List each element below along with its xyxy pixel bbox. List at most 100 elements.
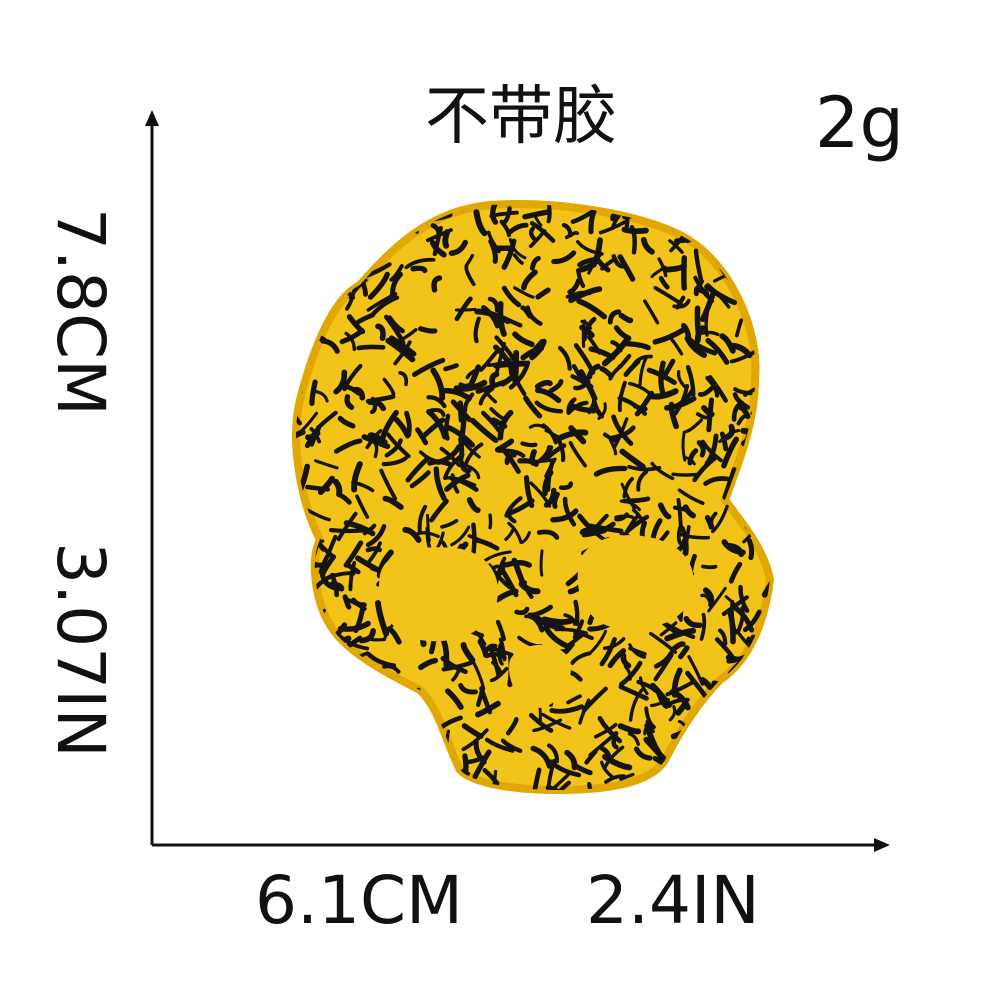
embroidery-stitch [511,557,528,590]
embroidery-stitch [536,529,560,540]
embroidery-stitch [677,488,705,506]
embroidery-stitch [532,718,563,733]
embroidery-stitch [484,737,515,753]
embroidery-stitch [539,549,544,577]
embroidery-stitch [624,204,630,229]
embroidery-stitch [465,367,481,380]
embroidery-stitch [632,403,648,412]
embroidery-stitch [490,204,499,225]
embroidery-stitch [613,417,629,449]
embroidery-stitch [497,643,504,666]
axes [145,110,890,852]
embroidery-stitch [758,524,770,546]
embroidery-stitch [532,614,566,632]
embroidery-stitch [403,690,412,716]
embroidery-stitch [297,774,320,784]
embroidery-stitch [454,296,473,322]
embroidery-stitch [317,475,335,495]
embroidery-stitch [347,726,376,745]
embroidery-stitch [450,525,471,547]
embroidery-stitch [761,681,770,696]
embroidery-stitch [462,392,475,413]
embroidery-stitch [618,312,634,324]
embroidery-stitch [719,431,729,452]
embroidery-stitch [738,251,746,267]
embroidery-stitch [602,432,618,444]
embroidery-stitch [312,714,341,721]
embroidery-stitch [355,494,370,519]
embroidery-stitch [703,476,730,486]
embroidery-stitch [773,382,792,385]
embroidery-stitch [734,318,744,338]
embroidery-stitch [774,703,784,707]
embroidery-stitch [737,244,749,258]
embroidery-stitch [327,654,339,675]
embroidery-stitch [706,746,727,757]
embroidery-stitch [593,465,628,477]
embroidery-stitch [747,299,764,310]
embroidery-stitch [366,728,381,744]
embroidery-stitch [520,305,533,319]
embroidery-stitch [376,549,394,579]
embroidery-stitch [462,204,483,205]
embroidery-stitch [531,767,542,790]
embroidery-stitch [602,745,625,770]
embroidery-stitch [409,470,431,489]
embroidery-stitch [501,238,517,270]
no-adhesive-note: 不带胶 [425,80,617,154]
embroidery-stitch [358,715,379,734]
embroidery-stitch [653,652,674,682]
embroidery-stitch [707,717,715,743]
embroidery-stitch [398,371,409,387]
embroidery-stitch [542,469,554,497]
embroidery-stitch [679,532,711,540]
embroidery-stitch [507,521,523,544]
embroidery-stitch [349,212,367,231]
embroidery-stitch [562,496,577,527]
embroidery-stitch [769,479,770,499]
embroidery-stitch [747,718,763,747]
embroidery-stitch [767,699,770,730]
embroidery-stitch [613,325,632,341]
embroidery-stitch [443,452,465,481]
embroidery-stitch [412,357,446,377]
embroidery-stitch [523,395,543,419]
embroidery-stitch [691,204,701,218]
embroidery-stitch [405,456,431,483]
embroidery-stitch [570,651,592,665]
embroidery-stitch [707,586,727,613]
embroidery-stitch [608,438,618,456]
embroidery-stitch [315,723,328,744]
embroidery-stitch [741,204,764,235]
embroidery-stitch [638,355,649,387]
embroidery-stitch [704,753,724,769]
embroidery-stitch [384,212,392,231]
embroidery-stitch [570,208,596,224]
embroidery-stitch [348,560,357,592]
embroidery-stitch [671,472,700,477]
embroidery-stitch [550,508,579,523]
embroidery-stitch [552,491,560,509]
embroidery-stitch [699,677,714,691]
embroidery-stitch [577,257,596,268]
embroidery-stitch [379,468,398,501]
embroidery-stitch [573,631,594,641]
embroidery-stitch [735,606,745,634]
embroidery-stitch [673,384,690,416]
embroidery-stitch [531,339,544,353]
embroidery-stitch [705,338,730,365]
embroidery-stitch [733,226,744,247]
embroidery-stitch [695,770,721,785]
embroidery-stitch [587,253,602,275]
embroidery-stitch [732,392,751,410]
embroidery-stitch [763,441,770,458]
embroidery-stitch [709,511,718,529]
embroidery-stitch [721,436,740,469]
embroidery-stitch [539,445,554,463]
embroidery-stitch [499,219,511,238]
embroidery-stitch [311,250,335,266]
embroidery-stitch [383,314,406,346]
embroidery-stitch [735,781,742,790]
embroidery-stitch [327,534,338,555]
nose-cavity [509,645,571,708]
